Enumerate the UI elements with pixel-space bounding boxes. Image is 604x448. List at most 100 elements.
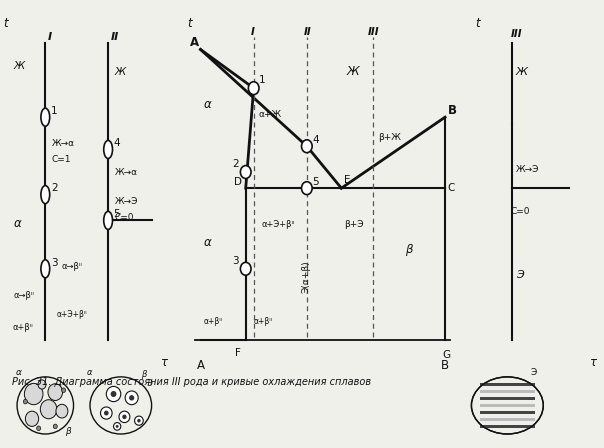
- Text: C=1: C=1: [51, 155, 71, 164]
- Circle shape: [24, 399, 27, 404]
- Text: τ: τ: [590, 356, 597, 369]
- Circle shape: [24, 383, 43, 405]
- Text: α+Э+βᴵᴵ: α+Э+βᴵᴵ: [56, 310, 87, 319]
- Text: 4: 4: [312, 135, 319, 145]
- Text: Ж→α: Ж→α: [114, 168, 138, 177]
- Bar: [480, 425, 535, 428]
- Text: C=0: C=0: [510, 207, 530, 216]
- Text: β: β: [141, 370, 146, 379]
- Bar: [480, 411, 535, 414]
- Text: α→βᴵᴵ: α→βᴵᴵ: [61, 262, 82, 271]
- Bar: [480, 390, 535, 393]
- Circle shape: [301, 182, 312, 194]
- Text: 5: 5: [312, 177, 319, 187]
- Text: α+βᴵᴵ: α+βᴵᴵ: [12, 323, 33, 332]
- Bar: [480, 418, 535, 421]
- Circle shape: [48, 384, 63, 401]
- Circle shape: [129, 395, 134, 401]
- Text: τ: τ: [161, 356, 168, 369]
- Text: Ж: Ж: [14, 61, 25, 71]
- Text: β+Э: β+Э: [344, 220, 364, 229]
- Text: Ж: Ж: [516, 67, 528, 77]
- Text: t: t: [4, 17, 8, 30]
- Text: α: α: [15, 368, 21, 377]
- Circle shape: [122, 414, 127, 419]
- Text: Э: Э: [146, 379, 152, 388]
- Circle shape: [41, 260, 50, 278]
- Circle shape: [125, 391, 138, 405]
- Text: β: β: [65, 427, 71, 436]
- Circle shape: [38, 380, 46, 389]
- Text: Ж→α: Ж→α: [51, 139, 75, 148]
- Circle shape: [240, 263, 251, 275]
- Circle shape: [116, 425, 118, 428]
- Text: Э: Э: [531, 368, 537, 377]
- Text: Ж: Ж: [114, 67, 126, 77]
- Circle shape: [135, 416, 143, 425]
- Text: t: t: [187, 17, 192, 30]
- Text: 5: 5: [114, 209, 120, 219]
- Text: E: E: [344, 175, 350, 185]
- Text: C: C: [448, 183, 455, 194]
- Text: III: III: [368, 27, 379, 37]
- Circle shape: [119, 411, 130, 422]
- Bar: [480, 404, 535, 407]
- Text: α+Ж: α+Ж: [259, 110, 282, 119]
- Circle shape: [56, 404, 68, 418]
- Text: α+βᴵᴵ: α+βᴵᴵ: [254, 317, 272, 326]
- Circle shape: [111, 391, 117, 397]
- Text: 2: 2: [51, 183, 57, 194]
- Text: Рис. 31. Диаграмма состояния III рода и кривые охлаждения сплавов: Рис. 31. Диаграмма состояния III рода и …: [12, 377, 371, 388]
- Text: α: α: [203, 236, 211, 249]
- Text: α: α: [203, 98, 211, 111]
- Circle shape: [100, 407, 112, 419]
- Text: I: I: [48, 32, 52, 42]
- Text: A: A: [190, 36, 199, 49]
- Circle shape: [104, 211, 112, 229]
- Circle shape: [104, 140, 112, 159]
- Text: α+βᴵᴵ: α+βᴵᴵ: [203, 317, 222, 326]
- Bar: [480, 383, 535, 386]
- Text: α: α: [86, 368, 92, 377]
- Text: α→βᴵᴵ: α→βᴵᴵ: [14, 291, 35, 300]
- Circle shape: [40, 400, 57, 419]
- Text: III: III: [510, 29, 522, 39]
- Text: 2: 2: [233, 159, 239, 169]
- Text: α+Э+βᴵᴵ: α+Э+βᴵᴵ: [262, 220, 295, 229]
- Text: Э(α+β): Э(α+β): [301, 261, 310, 293]
- Circle shape: [104, 411, 109, 415]
- Circle shape: [41, 185, 50, 204]
- Circle shape: [114, 422, 121, 430]
- Text: 3: 3: [51, 258, 57, 267]
- Text: B: B: [441, 359, 449, 372]
- Circle shape: [240, 166, 251, 178]
- Circle shape: [53, 424, 57, 429]
- Circle shape: [37, 426, 40, 431]
- Text: 3: 3: [233, 256, 239, 266]
- Text: B: B: [448, 104, 457, 117]
- Text: C=0: C=0: [114, 213, 134, 222]
- Circle shape: [62, 388, 66, 392]
- Circle shape: [137, 419, 141, 422]
- Text: G: G: [442, 349, 451, 359]
- Text: β+Ж: β+Ж: [379, 133, 402, 142]
- Text: 4: 4: [114, 138, 120, 148]
- Text: II: II: [111, 32, 120, 42]
- Circle shape: [301, 140, 312, 153]
- Text: α: α: [14, 217, 22, 230]
- Text: A: A: [196, 359, 205, 372]
- Text: F: F: [235, 348, 241, 358]
- Circle shape: [248, 82, 259, 95]
- Text: Ж→Э: Ж→Э: [114, 197, 138, 206]
- Text: β: β: [405, 243, 413, 256]
- Text: t: t: [475, 17, 480, 30]
- Text: Ж→Э: Ж→Э: [516, 165, 539, 174]
- Text: 1: 1: [259, 75, 266, 85]
- Text: I: I: [251, 27, 255, 37]
- Text: Э: Э: [516, 271, 523, 280]
- Text: II: II: [304, 27, 312, 37]
- Circle shape: [106, 386, 121, 401]
- Text: 1: 1: [51, 106, 57, 116]
- Text: Ж: Ж: [347, 65, 359, 78]
- Text: D: D: [234, 177, 242, 187]
